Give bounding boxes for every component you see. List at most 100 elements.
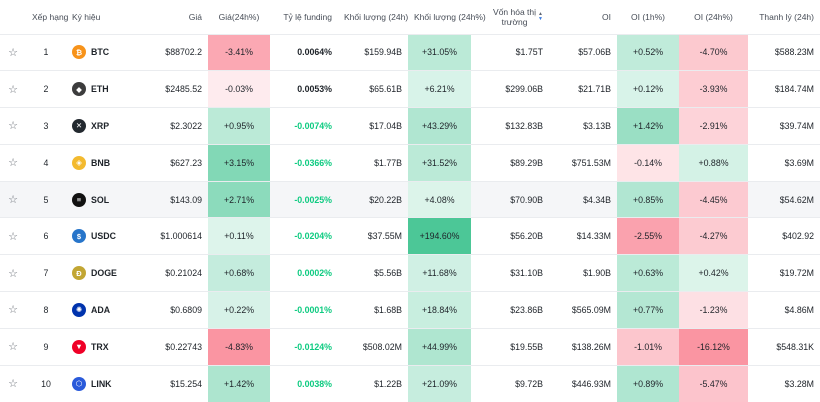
table-row[interactable]: ☆ 10 ⬡ LINK $15.254 +1.42% 0.0038% $1.22… [0, 364, 820, 402]
funding-rate-header[interactable]: Tỷ lệ funding [283, 11, 332, 22]
table-row[interactable]: ☆ 1 ₿ BTC $88702.2 -3.41% 0.0064% $159.9… [0, 33, 820, 71]
price-cell: $143.09 [144, 180, 208, 218]
symbol-cell[interactable]: ▼ TRX [66, 327, 144, 366]
star-outline-icon[interactable]: ☆ [0, 143, 26, 182]
funding-rate-cell: -0.0074% [270, 107, 338, 145]
volume-change-cell: +4.08% [408, 180, 471, 218]
symbol-cell[interactable]: ₿ BTC [66, 33, 144, 71]
liquidation-cell: $4.86M [748, 291, 820, 329]
liquidation-cell: $3.69M [748, 143, 820, 182]
liquidation-header[interactable]: Thanh lý (24h) [759, 11, 814, 22]
price-change-header[interactable]: Giá(24h%) [218, 11, 260, 22]
price-cell: $88702.2 [144, 33, 208, 71]
symbol-label: BNB [91, 157, 111, 168]
price-change-cell: +0.22% [208, 291, 270, 329]
oi-cell: $138.26M [549, 327, 617, 366]
volume-change-cell: +11.68% [408, 254, 471, 292]
star-outline-icon[interactable]: ☆ [0, 254, 26, 292]
sol-coin-icon: ≡ [72, 192, 86, 207]
symbol-cell[interactable]: ≡ SOL [66, 180, 144, 218]
volume-change-cell: +31.05% [408, 33, 471, 71]
star-outline-icon[interactable]: ☆ [0, 70, 26, 108]
oi-cell: $1.90B [549, 254, 617, 292]
star-outline-icon[interactable]: ☆ [0, 291, 26, 329]
oi-1h-header[interactable]: OI (1h%) [630, 11, 665, 22]
rank-cell: 2 [26, 70, 66, 108]
oi-1h-cell: +0.63% [617, 254, 679, 292]
volume-change-header[interactable]: Khối lượng (24h%) [414, 11, 486, 22]
star-outline-icon[interactable]: ☆ [0, 364, 26, 402]
market-cap-cell: $299.06B [471, 70, 549, 108]
table-row[interactable]: ☆ 7 Ð DOGE $0.21024 +0.68% 0.0002% $5.56… [0, 254, 820, 292]
liquidation-cell: $39.74M [748, 107, 820, 145]
oi-cell: $565.09M [549, 291, 617, 329]
table-row[interactable]: ☆ 9 ▼ TRX $0.22743 -4.83% -0.0124% $508.… [0, 327, 820, 366]
volume-cell: $65.61B [338, 70, 408, 108]
market-cap-cell: $89.29B [471, 143, 549, 182]
symbol-cell[interactable]: ◆ ETH [66, 70, 144, 108]
liquidation-cell: $184.74M [748, 70, 820, 108]
volume-cell: $20.22B [338, 180, 408, 218]
oi-1h-cell: -2.55% [617, 217, 679, 255]
table-row[interactable]: ☆ 3 ✕ XRP $2.3022 +0.95% -0.0074% $17.04… [0, 107, 820, 145]
oi-24h-cell: -4.70% [679, 33, 748, 71]
symbol-cell[interactable]: Ð DOGE [66, 254, 144, 292]
oi-24h-header[interactable]: OI (24h%) [694, 11, 733, 22]
oi-cell: $3.13B [549, 107, 617, 145]
symbol-cell[interactable]: $ USDC [66, 217, 144, 255]
funding-rate-cell: 0.0038% [270, 364, 338, 402]
market-cap-cell: $19.55B [471, 327, 549, 366]
favorite-header [0, 0, 26, 34]
oi-header[interactable]: OI [602, 11, 611, 22]
oi-1h-cell: -1.01% [617, 327, 679, 366]
oi-1h-cell: +0.12% [617, 70, 679, 108]
oi-1h-cell: +1.42% [617, 107, 679, 145]
star-outline-icon[interactable]: ☆ [0, 33, 26, 71]
funding-rate-cell: -0.0001% [270, 291, 338, 329]
symbol-label: XRP [91, 120, 110, 131]
symbol-cell[interactable]: ⬡ LINK [66, 364, 144, 402]
star-outline-icon[interactable]: ☆ [0, 107, 26, 145]
oi-1h-cell: +0.77% [617, 291, 679, 329]
oi-24h-cell: -16.12% [679, 327, 748, 366]
volume-change-cell: +21.09% [408, 364, 471, 402]
volume-cell: $37.55M [338, 217, 408, 255]
table-row[interactable]: ☆ 4 ◈ BNB $627.23 +3.15% -0.0366% $1.77B… [0, 143, 820, 182]
symbol-cell[interactable]: ✕ XRP [66, 107, 144, 145]
table-header-row: Xếp hạng Ký hiệu Giá Giá(24h%) Tỷ lệ fun… [0, 0, 820, 34]
sort-arrows-icon[interactable]: ▲ ▼ [538, 10, 543, 22]
symbol-header[interactable]: Ký hiệu [72, 11, 101, 22]
table-row[interactable]: ☆ 2 ◆ ETH $2485.52 -0.03% 0.0053% $65.61… [0, 70, 820, 108]
volume-cell: $5.56B [338, 254, 408, 292]
oi-cell: $446.93M [549, 364, 617, 402]
table-row[interactable]: ☆ 5 ≡ SOL $143.09 +2.71% -0.0025% $20.22… [0, 180, 820, 218]
price-header[interactable]: Giá [188, 11, 202, 22]
table-row[interactable]: ☆ 8 ✺ ADA $0.6809 +0.22% -0.0001% $1.68B… [0, 291, 820, 329]
star-outline-icon[interactable]: ☆ [0, 180, 26, 218]
oi-24h-cell: -5.47% [679, 364, 748, 402]
rank-cell: 1 [26, 33, 66, 71]
market-cap-cell: $31.10B [471, 254, 549, 292]
price-cell: $0.6809 [144, 291, 208, 329]
oi-24h-cell: -2.91% [679, 107, 748, 145]
symbol-label: ETH [91, 84, 109, 95]
volume-change-cell: +31.52% [408, 143, 471, 182]
volume-header[interactable]: Khối lượng (24h) [344, 11, 409, 22]
star-outline-icon[interactable]: ☆ [0, 327, 26, 366]
oi-24h-cell: -4.27% [679, 217, 748, 255]
symbol-label: ADA [91, 304, 111, 315]
table-row[interactable]: ☆ 6 $ USDC $1.000614 +0.11% -0.0204% $37… [0, 217, 820, 255]
symbol-cell[interactable]: ◈ BNB [66, 143, 144, 182]
oi-cell: $21.71B [549, 70, 617, 108]
market-cap-header[interactable]: Vốn hóa thị trường ▲ ▼ [471, 0, 549, 34]
market-cap-cell: $132.83B [471, 107, 549, 145]
rank-cell: 6 [26, 217, 66, 255]
price-cell: $1.000614 [144, 217, 208, 255]
star-outline-icon[interactable]: ☆ [0, 217, 26, 255]
rank-cell: 5 [26, 180, 66, 218]
rank-header[interactable]: Xếp hạng [32, 11, 69, 22]
symbol-cell[interactable]: ✺ ADA [66, 291, 144, 329]
rank-cell: 8 [26, 291, 66, 329]
ada-coin-icon: ✺ [72, 302, 86, 317]
table-body: ☆ 1 ₿ BTC $88702.2 -3.41% 0.0064% $159.9… [0, 33, 820, 402]
